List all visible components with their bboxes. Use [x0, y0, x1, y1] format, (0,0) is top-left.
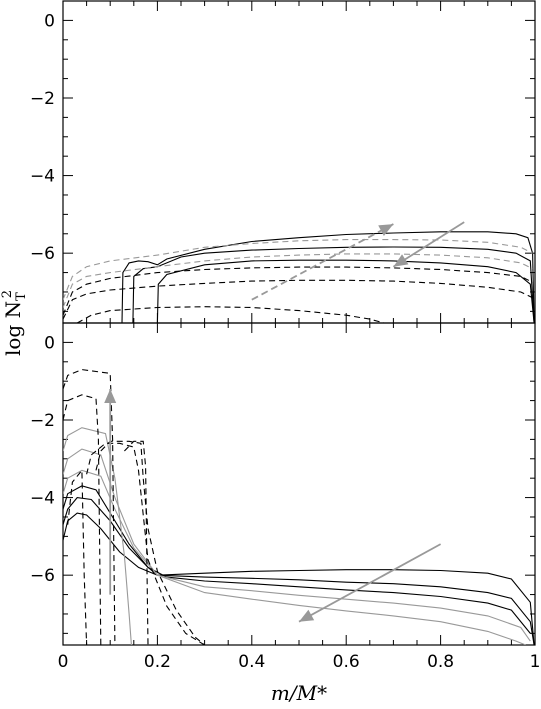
bottom-series-line-9 — [68, 470, 87, 645]
bottom-panel: 0 −2 −4 −6 0 0.2 0.4 0.6 0.8 1 — [30, 323, 540, 672]
bottom-x-tick-label: 0.4 — [238, 652, 265, 672]
top-plot-area: 0 −2 −4 −6 — [30, 1, 535, 323]
top-y-tick-label: −4 — [30, 167, 55, 187]
bottom-y-tick-label: −4 — [30, 489, 55, 509]
bottom-x-tick-label: 0.8 — [427, 652, 454, 672]
bottom-series-line-1 — [63, 513, 534, 645]
bottom-arrow-head-2 — [299, 610, 314, 622]
bottom-y-tick-label: −6 — [30, 566, 55, 586]
bottom-series-line-4 — [63, 470, 530, 641]
y-axis-label-sub: T — [14, 292, 29, 301]
bottom-x-tick-label: 0.6 — [333, 652, 360, 672]
bottom-series-line-5 — [63, 449, 526, 645]
bottom-x-tick-label: 0 — [58, 652, 69, 672]
top-y-tick-label: −2 — [30, 89, 55, 109]
top-series-line-2 — [133, 247, 534, 323]
top-series-line-1 — [122, 232, 534, 323]
top-panel: 0 −2 −4 −6 — [30, 1, 535, 323]
top-arrow-2 — [252, 224, 394, 300]
y-axis-label-sup: 2 — [0, 290, 15, 298]
bottom-arrow-head-1 — [104, 389, 116, 403]
bottom-panel-frame — [63, 323, 535, 645]
bottom-plot-area: 0 −2 −4 −6 0 0.2 0.4 0.6 0.8 1 — [30, 323, 540, 672]
y-axis-label: log NT2 — [0, 290, 29, 356]
bottom-y-tick-label: −2 — [30, 411, 55, 431]
bottom-arrow-2 — [299, 544, 441, 622]
bottom-series-group — [63, 370, 534, 645]
bottom-x-tick-label: 0.2 — [144, 652, 171, 672]
top-series-line-8 — [77, 307, 384, 323]
x-axis-label: m/M* — [271, 681, 327, 705]
top-y-tick-label: 0 — [44, 11, 55, 31]
top-series-group — [63, 232, 534, 323]
bottom-x-tick-label: 1 — [530, 652, 541, 672]
top-y-tick-label: −6 — [30, 244, 55, 264]
bottom-y-tick-label: 0 — [44, 333, 55, 353]
top-panel-frame — [63, 1, 535, 323]
y-axis-label-text: log N — [1, 301, 25, 356]
svg-text:log NT2: log NT2 — [0, 290, 29, 356]
